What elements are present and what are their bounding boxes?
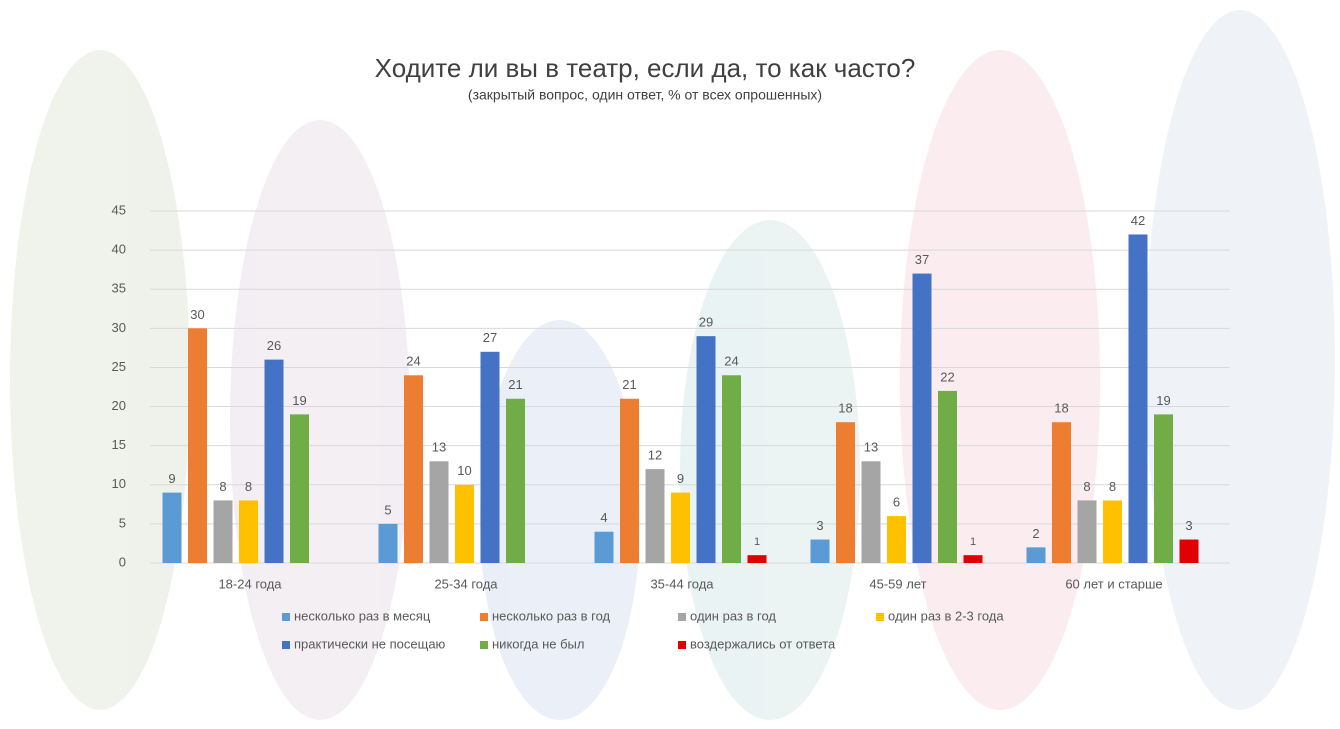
value-label: 8 — [1083, 479, 1090, 494]
value-label: 42 — [1131, 213, 1145, 228]
value-label: 1 — [754, 536, 760, 548]
legend-swatch — [876, 613, 884, 621]
bar — [595, 532, 614, 563]
bar — [1027, 547, 1046, 563]
y-tick-label: 30 — [112, 320, 126, 335]
value-label: 1 — [970, 536, 976, 548]
legend-label: один раз в 2-3 года — [888, 608, 1004, 623]
bar — [671, 493, 690, 563]
bar — [722, 375, 741, 563]
bar — [455, 485, 474, 563]
value-label: 5 — [384, 502, 391, 517]
bar — [697, 336, 716, 563]
bar — [404, 375, 423, 563]
bar — [748, 555, 767, 563]
value-label: 8 — [1109, 479, 1116, 494]
y-tick-label: 45 — [112, 202, 126, 217]
bar — [506, 399, 525, 563]
x-tick-label: 60 лет и старше — [1065, 576, 1162, 591]
value-label: 18 — [1054, 401, 1068, 416]
bar — [1103, 500, 1122, 563]
value-label: 13 — [432, 440, 446, 455]
chart-title: Ходите ли вы в театр, если да, то как ча… — [375, 53, 916, 83]
bar — [836, 422, 855, 563]
legend-label: практически не посещаю — [294, 636, 446, 651]
value-label: 9 — [168, 471, 175, 486]
value-label: 19 — [1156, 393, 1170, 408]
value-label: 6 — [893, 495, 900, 510]
x-tick-label: 18-24 года — [218, 576, 282, 591]
bar — [163, 493, 182, 563]
value-label: 2 — [1032, 526, 1039, 541]
legend-swatch — [480, 613, 488, 621]
x-tick-label: 25-34 года — [434, 576, 498, 591]
bar — [938, 391, 957, 563]
y-tick-label: 20 — [112, 398, 126, 413]
value-label: 30 — [190, 307, 204, 322]
value-label: 37 — [915, 252, 929, 267]
x-tick-label: 45-59 лет — [869, 576, 926, 591]
bar — [1180, 540, 1199, 563]
legend-label: один раз в год — [690, 608, 776, 623]
bar — [379, 524, 398, 563]
value-label: 29 — [699, 315, 713, 330]
chart-subtitle: (закрытый вопрос, один ответ, % от всех … — [468, 87, 822, 103]
legend-swatch — [282, 641, 290, 649]
bar — [862, 461, 881, 563]
bar — [188, 328, 207, 563]
value-label: 26 — [267, 338, 281, 353]
bar — [290, 414, 309, 563]
value-label: 22 — [940, 369, 954, 384]
legend-swatch — [480, 641, 488, 649]
bar — [481, 352, 500, 563]
value-label: 24 — [724, 354, 738, 369]
value-label: 27 — [483, 330, 497, 345]
bar — [646, 469, 665, 563]
legend-swatch — [678, 613, 686, 621]
value-label: 3 — [1185, 518, 1192, 533]
y-tick-label: 40 — [112, 242, 126, 257]
y-tick-label: 0 — [119, 554, 126, 569]
bar — [214, 500, 233, 563]
value-label: 13 — [864, 440, 878, 455]
bar — [1154, 414, 1173, 563]
value-label: 19 — [292, 393, 306, 408]
chart: Ходите ли вы в театр, если да, то как ча… — [0, 0, 1340, 729]
y-tick-label: 35 — [112, 281, 126, 296]
value-label: 8 — [219, 479, 226, 494]
y-tick-label: 5 — [119, 515, 126, 530]
bar — [811, 540, 830, 563]
value-label: 10 — [457, 463, 471, 478]
bar — [964, 555, 983, 563]
value-label: 21 — [622, 377, 636, 392]
value-label: 4 — [600, 510, 607, 525]
value-label: 24 — [406, 354, 420, 369]
value-label: 21 — [508, 377, 522, 392]
legend-label: никогда не был — [492, 636, 585, 651]
value-label: 3 — [816, 518, 823, 533]
value-label: 12 — [648, 448, 662, 463]
y-tick-label: 25 — [112, 359, 126, 374]
bar — [1129, 234, 1148, 563]
legend-swatch — [678, 641, 686, 649]
x-tick-label: 35-44 года — [650, 576, 714, 591]
legend-swatch — [282, 613, 290, 621]
bar — [620, 399, 639, 563]
bar — [1078, 500, 1097, 563]
legend-label: несколько раз в месяц — [294, 608, 431, 623]
value-label: 18 — [838, 401, 852, 416]
value-label: 9 — [677, 471, 684, 486]
y-tick-label: 10 — [112, 476, 126, 491]
bar — [265, 360, 284, 563]
bar — [887, 516, 906, 563]
bar — [1052, 422, 1071, 563]
bar — [430, 461, 449, 563]
legend-label: воздержались от ответа — [690, 636, 836, 651]
value-label: 8 — [245, 479, 252, 494]
bar — [239, 500, 258, 563]
bar — [913, 274, 932, 563]
legend-label: несколько раз в год — [492, 608, 611, 623]
y-tick-label: 15 — [112, 437, 126, 452]
